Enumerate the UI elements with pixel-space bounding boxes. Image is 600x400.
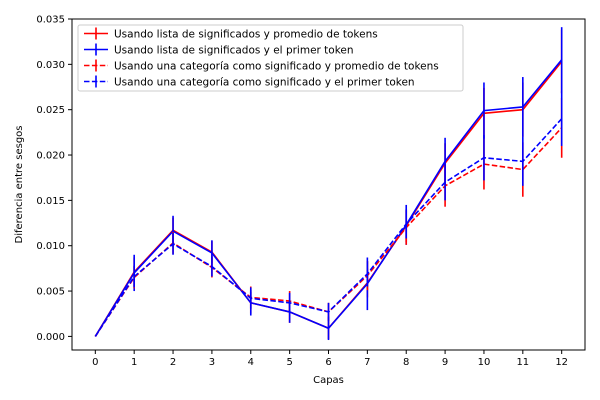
x-tick-label: 12 — [555, 357, 568, 368]
y-axis-label: Diferencia entre sesgos — [14, 126, 25, 244]
legend-item: Usando una categoría como significado y … — [84, 75, 415, 89]
x-tick-label: 8 — [403, 357, 409, 368]
legend-item: Usando una categoría como significado y … — [84, 59, 439, 73]
x-tick-label: 1 — [131, 357, 137, 368]
x-tick-label: 7 — [364, 357, 370, 368]
x-tick-label: 4 — [248, 357, 254, 368]
x-tick-label: 11 — [516, 357, 529, 368]
legend: Usando lista de significados y promedio … — [77, 24, 464, 92]
x-tick-label: 9 — [442, 357, 448, 368]
plot-series — [94, 27, 563, 341]
x-axis-ticks: 0 1 2 3 4 5 6 7 8 9 10 11 12 — [92, 350, 568, 368]
x-tick-label: 3 — [209, 357, 215, 368]
legend-label: Usando lista de significados y promedio … — [114, 29, 378, 41]
y-tick-label: 0.000 — [36, 332, 65, 343]
legend-box — [77, 24, 464, 92]
series-4 — [94, 91, 563, 337]
legend-item: Usando lista de significados y promedio … — [84, 27, 378, 41]
y-tick-label: 0.020 — [36, 151, 65, 162]
y-tick-label: 0.035 — [36, 15, 65, 26]
x-tick-label: 10 — [478, 357, 491, 368]
legend-label: Usando una categoría como significado y … — [114, 61, 439, 73]
legend-item: Usando lista de significados y el primer… — [84, 43, 354, 57]
x-tick-label: 6 — [325, 357, 331, 368]
y-tick-label: 0.025 — [36, 105, 65, 116]
legend-label: Usando lista de significados y el primer… — [114, 45, 354, 57]
x-axis-label: Capas — [313, 375, 344, 386]
y-tick-label: 0.015 — [36, 196, 65, 207]
x-tick-label: 0 — [92, 357, 98, 368]
x-tick-label: 2 — [170, 357, 176, 368]
y-tick-label: 0.030 — [36, 60, 65, 71]
y-tick-label: 0.005 — [36, 287, 65, 298]
y-axis-ticks: 0.000 0.005 0.010 0.015 0.020 0.025 0.030 0.035 — [36, 15, 72, 343]
x-tick-label: 5 — [286, 357, 292, 368]
legend-label: Usando una categoría como significado y … — [114, 77, 415, 89]
y-tick-label: 0.010 — [36, 241, 65, 252]
